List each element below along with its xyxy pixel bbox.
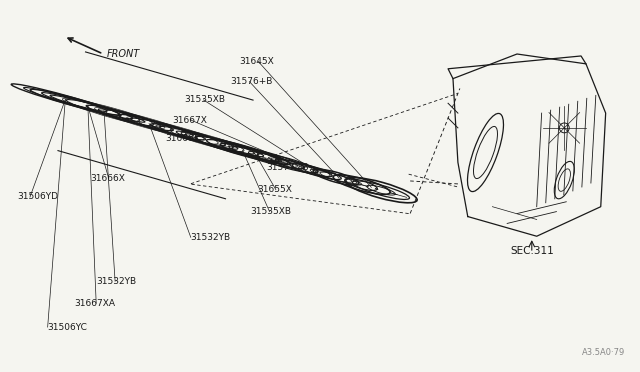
Text: 31667X: 31667X <box>172 116 207 125</box>
Text: 31532YB: 31532YB <box>191 233 231 242</box>
Text: 31532YB: 31532YB <box>96 277 136 286</box>
Text: 31577MB: 31577MB <box>266 163 309 172</box>
Text: 31666X: 31666X <box>166 134 200 143</box>
Text: 31506YD: 31506YD <box>17 192 58 202</box>
Text: 31655X: 31655X <box>257 185 292 194</box>
Text: A3.5A0·79: A3.5A0·79 <box>582 349 625 357</box>
Text: 31576+B: 31576+B <box>230 77 273 86</box>
Text: FRONT: FRONT <box>108 49 140 59</box>
Text: 31506YC: 31506YC <box>47 323 88 331</box>
Text: 31535XB: 31535XB <box>184 95 225 105</box>
Text: SEC.311: SEC.311 <box>510 246 554 256</box>
Text: 31535XB: 31535XB <box>251 207 292 216</box>
Text: 31666X: 31666X <box>90 174 125 183</box>
Text: 31667XA: 31667XA <box>74 299 115 308</box>
Text: 31645X: 31645X <box>239 57 274 66</box>
